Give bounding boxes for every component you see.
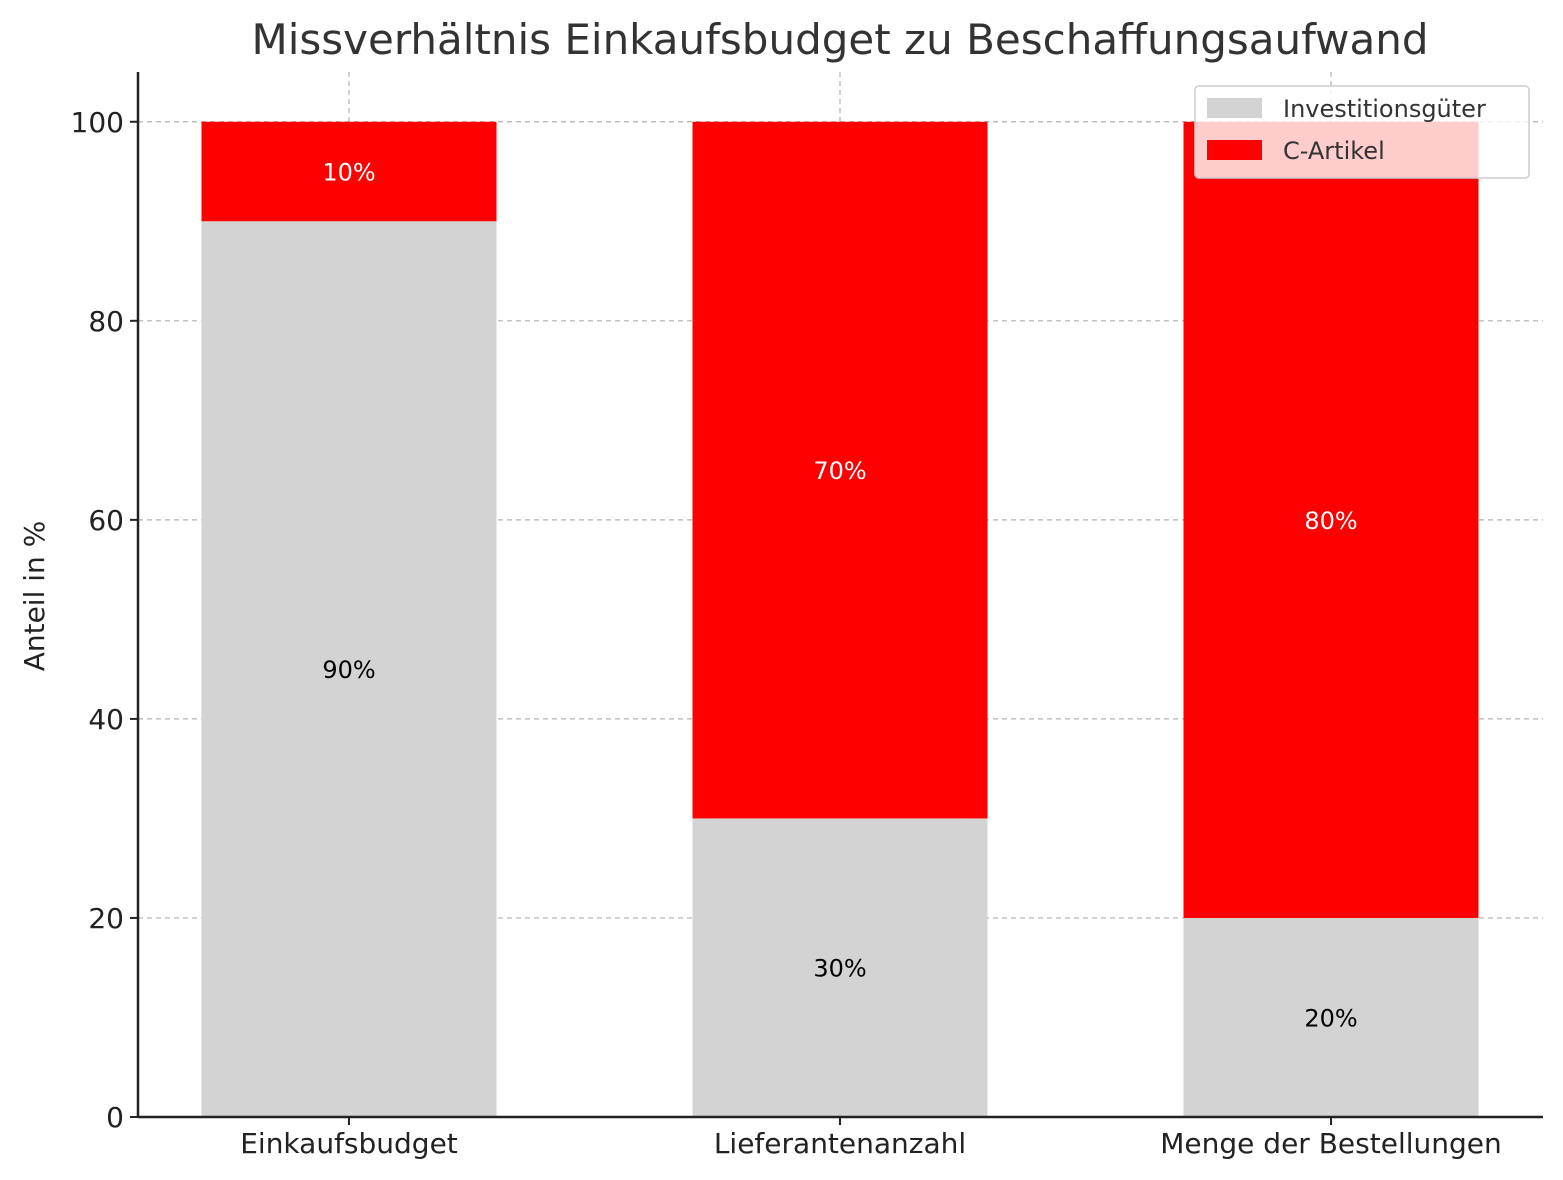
bar-segment (1183, 917, 1479, 1117)
bars (201, 121, 1479, 1118)
y-tick-label: 40 (88, 703, 124, 736)
chart-title: Missverhältnis Einkaufsbudget zu Beschaf… (251, 15, 1428, 64)
bar-segment (201, 121, 497, 222)
legend-box (1194, 85, 1530, 179)
y-tick-label: 100 (71, 106, 124, 139)
legend: Investitionsgüter C-Artikel (1194, 85, 1530, 179)
legend-swatch (1207, 140, 1262, 160)
legend-label: Investitionsgüter (1283, 95, 1486, 123)
bar-segment (1183, 121, 1479, 918)
y-tick-label: 20 (88, 902, 124, 935)
legend-label: C-Artikel (1283, 137, 1385, 165)
bar-segment (692, 121, 988, 819)
x-tick-label: Menge der Bestellungen (1160, 1127, 1501, 1160)
bar-value-label: 30% (813, 955, 866, 983)
bar-segment (201, 221, 497, 1118)
y-axis-label: Anteil in % (18, 521, 51, 672)
bar-value-label: 20% (1304, 1004, 1357, 1032)
y-tick-label: 80 (88, 305, 124, 338)
x-tick-label: Lieferantenanzahl (714, 1127, 966, 1160)
bar-labels: 90% 10% 30% 70% 20% 80% (322, 159, 1357, 1033)
bar-value-label: 80% (1304, 507, 1357, 535)
bar-value-label: 70% (813, 457, 866, 485)
bar-segment (692, 818, 988, 1117)
bar-value-label: 10% (322, 159, 375, 187)
y-tick-label: 0 (106, 1101, 124, 1134)
axes: 0 20 40 60 80 100 Einkaufsbudget Lieferantenanz… (71, 72, 1543, 1160)
bar-value-label: 90% (322, 656, 375, 684)
y-tick-label: 60 (88, 504, 124, 537)
legend-swatch (1207, 98, 1262, 118)
x-tick-label: Einkaufsbudget (240, 1127, 458, 1160)
